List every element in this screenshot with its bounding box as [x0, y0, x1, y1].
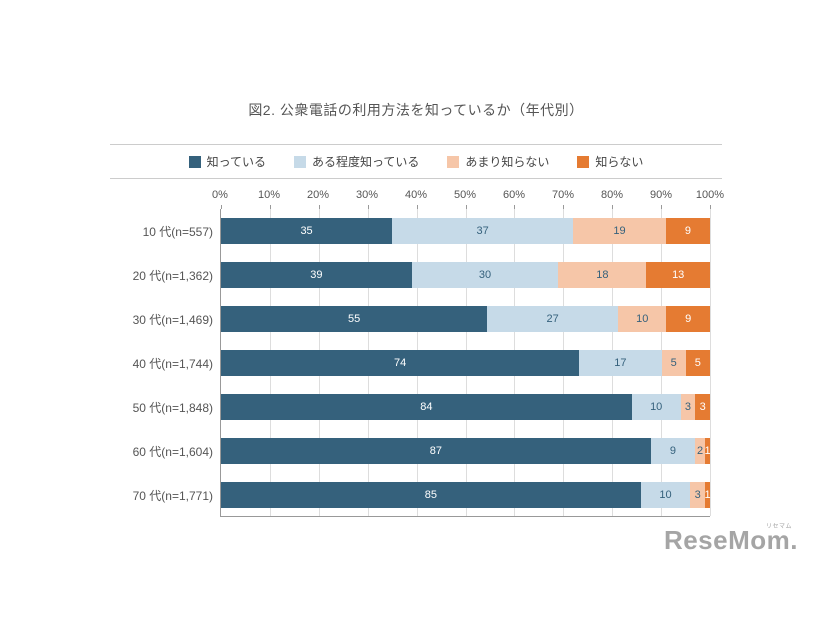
bar-segment: 10: [618, 306, 666, 332]
bar-segment: 1: [705, 438, 710, 464]
bar-segment: 9: [651, 438, 695, 464]
legend-item: 知らない: [577, 153, 643, 170]
legend-label: ある程度知っている: [312, 153, 419, 170]
category-label: 60 代(n=1,604): [103, 443, 213, 460]
legend-label: あまり知らない: [465, 153, 549, 170]
axis-tick-label: 50%: [454, 189, 476, 201]
bar-segment: 9: [666, 306, 710, 332]
axis-tick-label: 60%: [503, 189, 525, 201]
axis-tick-label: 30%: [356, 189, 378, 201]
bar-segment: 27: [487, 306, 618, 332]
watermark-logo: リセマム ReseMom.: [664, 525, 798, 556]
bar-segment: 87: [221, 438, 651, 464]
bar-row: 20 代(n=1,362)39301813: [221, 253, 710, 297]
bar-segment: 30: [412, 262, 559, 288]
bar-segment: 37: [392, 218, 573, 244]
bar-segment: 5: [662, 350, 686, 376]
bar-row: 50 代(n=1,848)841033: [221, 385, 710, 429]
legend-swatch: [577, 156, 589, 168]
legend-swatch: [294, 156, 306, 168]
stacked-bar: 841033: [221, 394, 710, 420]
bar-row: 10 代(n=557)3537199: [221, 209, 710, 253]
bar-segment: 9: [666, 218, 710, 244]
stacked-bar: 39301813: [221, 262, 710, 288]
bar-segment: 3: [681, 394, 696, 420]
axis-tick-label: 70%: [552, 189, 574, 201]
category-label: 10 代(n=557): [103, 223, 213, 240]
bar-segment: 55: [221, 306, 487, 332]
bar-segment: 3: [690, 482, 705, 508]
stacked-bar: 5527109: [221, 306, 710, 332]
bar-segment: 84: [221, 394, 632, 420]
axis-tick-label: 40%: [405, 189, 427, 201]
plot-area: 0%10%20%30%40%50%60%70%80%90%100% 10 代(n…: [220, 189, 710, 517]
axis-tick-label: 0%: [212, 189, 228, 201]
bar-segment: 39: [221, 262, 412, 288]
axis-tick-label: 10%: [258, 189, 280, 201]
gridline: [710, 209, 711, 516]
category-label: 50 代(n=1,848): [103, 399, 213, 416]
bar-segment: 3: [695, 394, 710, 420]
chart-container: 図2. 公衆電話の利用方法を知っているか（年代別） 知っている ある程度知っている…: [110, 100, 722, 517]
stacked-bar: 851031: [221, 482, 710, 508]
stacked-bar: 87921: [221, 438, 710, 464]
bar-segment: 74: [221, 350, 579, 376]
legend-item: ある程度知っている: [294, 153, 419, 170]
bar-row: 60 代(n=1,604)87921: [221, 429, 710, 473]
bar-segment: 1: [705, 482, 710, 508]
axis-tick-label: 80%: [601, 189, 623, 201]
bar-row: 40 代(n=1,744)741755: [221, 341, 710, 385]
stacked-bar: 3537199: [221, 218, 710, 244]
bar-segment: 10: [632, 394, 681, 420]
axis-tick-label: 20%: [307, 189, 329, 201]
chart-title: 図2. 公衆電話の利用方法を知っているか（年代別）: [110, 100, 722, 120]
bar-segment: 85: [221, 482, 641, 508]
stacked-bar: 741755: [221, 350, 710, 376]
legend-item: あまり知らない: [447, 153, 549, 170]
legend-swatch: [447, 156, 459, 168]
bar-segment: 17: [579, 350, 661, 376]
legend-label: 知らない: [595, 153, 643, 170]
legend: 知っている ある程度知っている あまり知らない 知らない: [110, 144, 722, 179]
category-label: 30 代(n=1,469): [103, 311, 213, 328]
axis-tick-label: 100%: [696, 189, 724, 201]
category-label: 40 代(n=1,744): [103, 355, 213, 372]
bar-segment: 13: [646, 262, 710, 288]
category-label: 20 代(n=1,362): [103, 267, 213, 284]
axis-tick-label: 90%: [650, 189, 672, 201]
bar-segment: 5: [686, 350, 710, 376]
legend-swatch: [189, 156, 201, 168]
category-label: 70 代(n=1,771): [103, 487, 213, 504]
bar-segment: 10: [641, 482, 690, 508]
bar-segment: 18: [558, 262, 646, 288]
bar-row: 30 代(n=1,469)5527109: [221, 297, 710, 341]
legend-item: 知っている: [189, 153, 266, 170]
bar-segment: 35: [221, 218, 392, 244]
bars-area: 10 代(n=557)353719920 代(n=1,362)393018133…: [220, 209, 710, 517]
bar-segment: 19: [573, 218, 666, 244]
bar-row: 70 代(n=1,771)851031: [221, 473, 710, 517]
legend-label: 知っている: [207, 153, 266, 170]
